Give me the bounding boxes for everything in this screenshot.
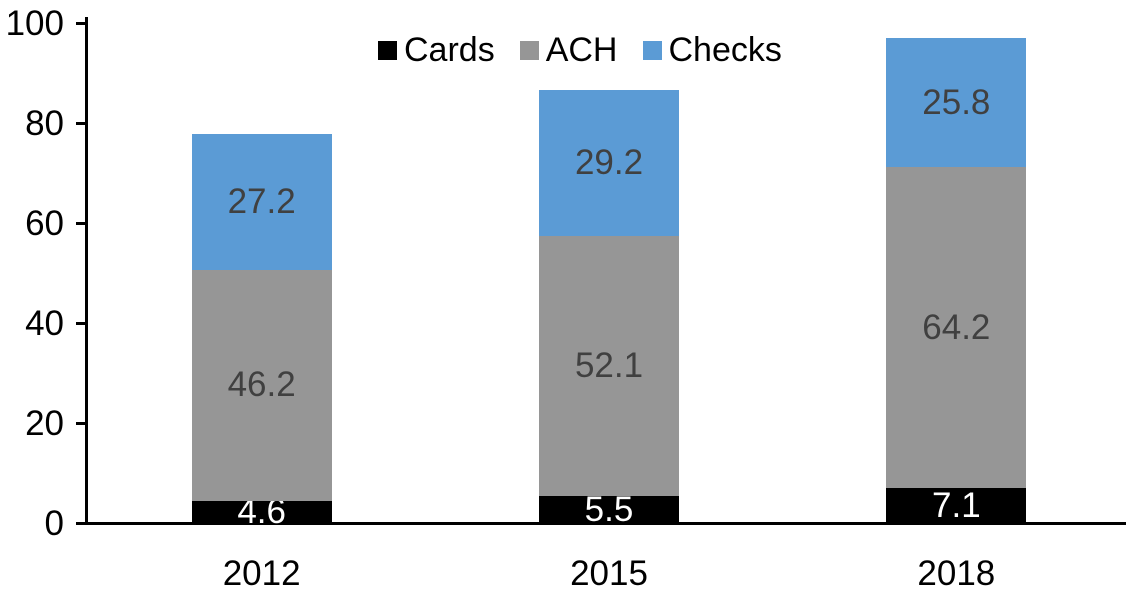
bar-segment-2012-cards — [191, 500, 332, 524]
y-axis-line — [85, 17, 88, 525]
y-tick-mark-40 — [76, 322, 88, 325]
legend-label-cards: Cards — [404, 31, 495, 69]
bar-segment-2012-checks — [191, 133, 332, 270]
y-tick-label-40: 40 — [25, 303, 64, 343]
y-tick-mark-0 — [76, 522, 88, 525]
legend-swatch-checks-icon — [642, 40, 662, 60]
data-label-2015-checks: 29.2 — [574, 142, 644, 182]
y-tick-label-100: 100 — [5, 3, 64, 43]
data-label-2012-checks: 27.2 — [227, 181, 296, 221]
bar-segment-2015-cards — [539, 496, 679, 524]
legend-item-cards: Cards — [378, 30, 495, 70]
y-tick-mark-60 — [76, 222, 88, 225]
category-label-2015: 2015 — [570, 554, 648, 593]
data-label-2018-checks: 25.8 — [922, 82, 991, 122]
bar-segment-2012-ach — [191, 269, 332, 501]
x-axis-line — [85, 522, 1126, 525]
category-label-2018: 2018 — [917, 554, 996, 593]
legend-item-ach: ACH — [519, 30, 618, 70]
data-label-2012-ach: 46.2 — [227, 365, 296, 404]
y-tick-label-20: 20 — [25, 403, 64, 443]
legend-label-ach: ACH — [545, 31, 618, 69]
chart-legend: Cards ACH Checks — [378, 30, 782, 70]
legend-item-checks: Checks — [642, 30, 782, 70]
data-label-2015-cards: 5.5 — [584, 489, 634, 529]
legend-label-checks: Checks — [668, 31, 782, 69]
data-label-2018-ach: 64.2 — [922, 307, 991, 347]
y-tick-mark-20 — [76, 422, 88, 425]
bar-segment-2015-ach — [539, 235, 679, 496]
y-tick-mark-80 — [76, 122, 88, 125]
bar-segment-2018-ach — [886, 167, 1027, 488]
bar-segment-2015-checks — [539, 89, 679, 236]
data-label-2018-cards: 7.1 — [932, 485, 981, 525]
y-tick-mark-100 — [76, 22, 88, 25]
legend-swatch-ach-icon — [519, 40, 539, 60]
legend-swatch-cards-icon — [378, 40, 397, 60]
bar-segment-2018-cards — [886, 488, 1027, 524]
y-tick-label-60: 60 — [25, 203, 64, 243]
y-tick-label-0: 0 — [44, 503, 64, 543]
category-label-2012: 2012 — [222, 554, 301, 593]
bar-segment-2018-checks — [886, 38, 1027, 167]
data-label-2015-ach: 52.1 — [574, 345, 644, 385]
y-tick-label-80: 80 — [25, 103, 64, 143]
